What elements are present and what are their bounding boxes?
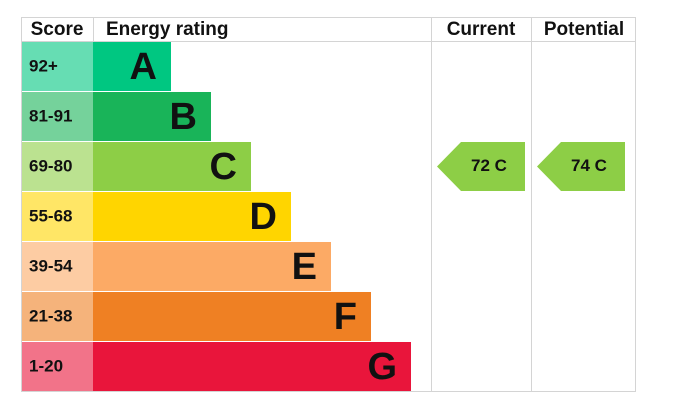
rating-bar <box>93 142 251 191</box>
score-label: 1-20 <box>29 356 63 375</box>
score-cell <box>22 92 93 141</box>
rating-letter: E <box>292 246 317 288</box>
rating-bar <box>93 42 171 91</box>
score-cell <box>22 242 93 291</box>
score-cell <box>22 142 93 191</box>
current-label: 72 C <box>471 156 507 175</box>
potential-label: 74 C <box>571 156 607 175</box>
rating-bar <box>93 192 291 241</box>
header-score: Score <box>31 19 84 40</box>
frame <box>21 17 636 392</box>
rating-bar <box>93 342 411 391</box>
rating-letter: A <box>130 46 157 88</box>
rating-letter: C <box>210 146 237 188</box>
rating-letter: D <box>250 196 277 238</box>
score-cell <box>22 342 93 391</box>
rating-letter: F <box>334 296 357 338</box>
score-cell <box>22 192 93 241</box>
header-current: Current <box>447 19 516 40</box>
score-label: 21-38 <box>29 306 72 325</box>
rating-letter: B <box>170 96 197 138</box>
rating-bar <box>93 292 371 341</box>
header-rating: Energy rating <box>106 19 228 40</box>
score-label: 81-91 <box>29 106 72 125</box>
potential-arrow <box>537 142 625 191</box>
rating-bar <box>93 92 211 141</box>
score-label: 55-68 <box>29 206 72 225</box>
score-cell <box>22 42 93 91</box>
score-label: 92+ <box>29 56 58 75</box>
rating-bar <box>93 242 331 291</box>
rating-letter: G <box>367 346 397 388</box>
score-cell <box>22 292 93 341</box>
current-arrow <box>437 142 525 191</box>
header-potential: Potential <box>544 19 624 40</box>
score-label: 39-54 <box>29 256 73 275</box>
score-label: 69-80 <box>29 156 72 175</box>
